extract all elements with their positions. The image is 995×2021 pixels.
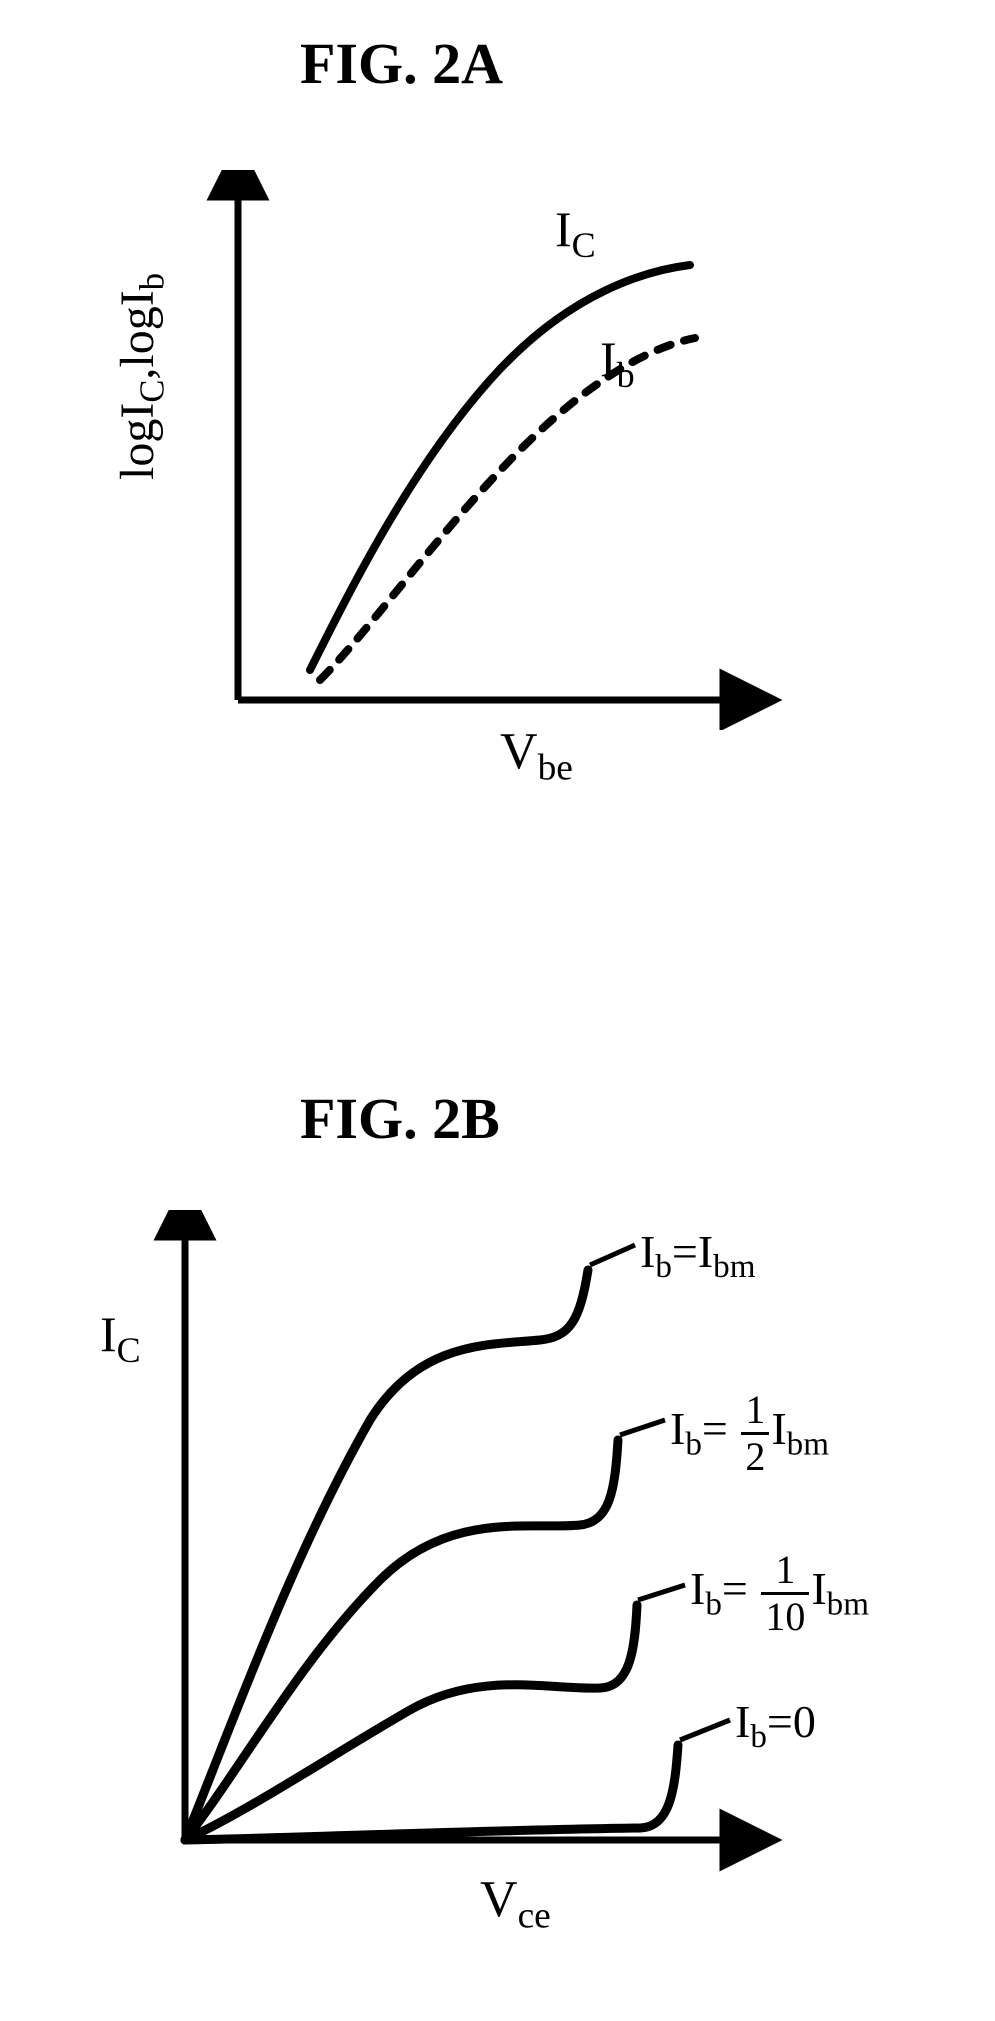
- fig-2b-ylabel: IC: [100, 1305, 141, 1371]
- fig-2a-ib-curve: [320, 338, 695, 680]
- fig-2a-ylabel: logIC,logIb: [110, 273, 173, 480]
- fig-2b-leader-tenth: [638, 1585, 685, 1600]
- fig-2b-title: FIG. 2B: [300, 1085, 500, 1152]
- fig-2b-label-half: Ib= 1 2 Ibm: [670, 1390, 829, 1477]
- fig-2b-label-ibm: Ib=Ibm: [640, 1225, 755, 1286]
- page: FIG. 2A logIC,logIb Vbe IC Ib FIG. 2B: [0, 0, 995, 2021]
- fig-2a-xlabel: Vbe: [500, 722, 573, 789]
- fig-2a-plot: [150, 170, 790, 730]
- fig-2b-leader-half: [620, 1420, 665, 1435]
- fig-2b-trace-tenth: [185, 1605, 637, 1840]
- fig-2b-xlabel: Vce: [480, 1870, 551, 1937]
- fig-2a-title: FIG. 2A: [300, 30, 503, 97]
- fig-2b-label-zero: Ib=0: [735, 1695, 816, 1756]
- fig-2b-label-tenth: Ib= 1 10 Ibm: [690, 1550, 869, 1637]
- fig-2b-trace-half: [185, 1440, 618, 1840]
- fig-2a-ic-label: IC: [555, 200, 596, 266]
- fig-2b-leader-zero: [680, 1720, 730, 1740]
- fig-2b-trace-zero: [185, 1745, 678, 1840]
- fig-2b-leader-ibm: [590, 1245, 635, 1265]
- fig-2a-ib-label: Ib: [600, 330, 635, 396]
